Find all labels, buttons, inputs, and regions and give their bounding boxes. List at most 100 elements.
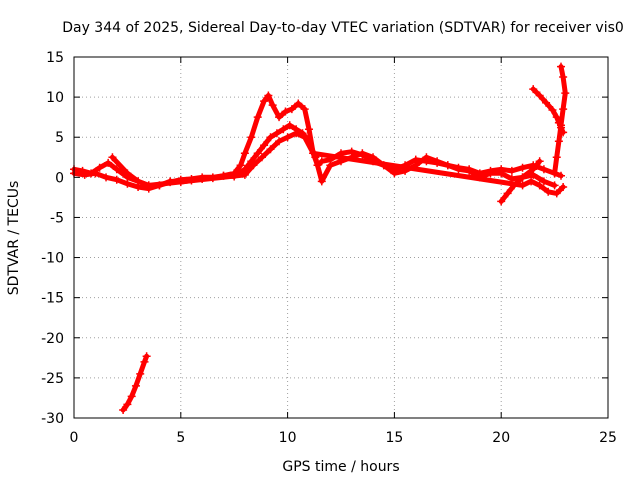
plot-frame — [73, 56, 609, 419]
x-tick-label: 5 — [176, 430, 185, 446]
data-point — [542, 98, 551, 107]
y-tick-label: -25 — [41, 371, 64, 387]
data-point — [550, 169, 559, 178]
data-point — [287, 105, 296, 114]
data-point — [112, 175, 121, 184]
series-trace-g — [119, 352, 151, 414]
data-point — [112, 165, 121, 174]
data-point — [548, 105, 557, 114]
y-axis-label: SDTVAR / TECUs — [6, 181, 22, 296]
data-point — [561, 89, 570, 98]
data-point — [119, 405, 128, 414]
data-point — [527, 177, 536, 186]
data-point — [266, 133, 275, 142]
data-point — [304, 125, 313, 134]
data-point — [557, 121, 566, 130]
data-point — [557, 62, 566, 71]
data-point — [253, 149, 262, 158]
data-point — [422, 153, 431, 162]
series-trace-c — [108, 129, 568, 198]
data-point — [443, 161, 452, 170]
y-tick-label: -15 — [41, 291, 64, 307]
x-tick-label: 0 — [70, 430, 79, 446]
data-point — [253, 113, 262, 122]
data-point — [557, 171, 566, 180]
data-point — [309, 149, 318, 158]
data-point — [559, 182, 568, 191]
data-point — [266, 145, 275, 154]
y-tick-label: 5 — [55, 130, 64, 146]
data-point — [454, 165, 463, 174]
grid — [74, 57, 608, 418]
x-tick-label: 25 — [599, 430, 617, 446]
data-point — [507, 166, 516, 175]
x-tick-label: 20 — [492, 430, 510, 446]
data-point — [503, 189, 512, 198]
series-trace-d — [497, 157, 544, 206]
data-point — [257, 153, 266, 162]
x-axis-label: GPS time / hours — [282, 459, 399, 475]
data-point — [140, 357, 149, 366]
data-point — [240, 149, 249, 158]
data-point — [123, 400, 132, 409]
data-point — [136, 369, 145, 378]
data-point — [529, 165, 538, 174]
data-point — [300, 105, 309, 114]
data-point — [535, 181, 544, 190]
data-point — [539, 165, 548, 174]
series-trace-f — [550, 62, 570, 178]
x-tick-label: 15 — [385, 430, 403, 446]
data-point — [535, 91, 544, 100]
data-point — [486, 169, 495, 178]
chart-title: Day 344 of 2025, Sidereal Day-to-day VTE… — [62, 20, 624, 36]
data-point — [535, 157, 544, 166]
data-point — [240, 170, 249, 179]
data-point — [433, 157, 442, 166]
y-tick-label: -10 — [41, 251, 64, 267]
series-line — [120, 353, 150, 413]
y-tick-label: 0 — [55, 170, 64, 186]
data-series — [70, 62, 570, 414]
data-point — [142, 352, 151, 361]
data-point — [550, 181, 559, 190]
data-point — [80, 170, 89, 179]
data-point — [264, 91, 273, 100]
data-point — [510, 181, 519, 190]
data-point — [102, 173, 111, 182]
data-point — [275, 137, 284, 146]
data-point — [518, 173, 527, 182]
data-point — [317, 177, 326, 186]
data-point — [539, 177, 548, 186]
data-point — [326, 161, 335, 170]
data-point — [518, 163, 527, 172]
data-point — [272, 129, 281, 138]
data-point — [300, 133, 309, 142]
axis-ticks: 0 5 10 15 20 25 -30 -25 -20 -15 -10 -5 0 5 10 15 — [41, 50, 617, 446]
data-point — [552, 189, 561, 198]
data-point — [559, 73, 568, 82]
data-point — [552, 153, 561, 162]
data-point — [127, 392, 136, 401]
data-point — [294, 99, 303, 108]
data-point — [544, 187, 553, 196]
data-point — [465, 166, 474, 175]
x-tick-label: 10 — [279, 430, 297, 446]
data-point — [131, 381, 140, 390]
data-point — [108, 153, 117, 162]
y-tick-label: 15 — [46, 50, 64, 66]
series-line — [498, 158, 543, 204]
y-tick-label: -5 — [50, 210, 64, 226]
data-point — [554, 137, 563, 146]
data-point — [390, 169, 399, 178]
data-point — [497, 169, 506, 178]
y-tick-label: -20 — [41, 331, 64, 347]
y-tick-label: -30 — [41, 411, 64, 427]
data-point — [518, 181, 527, 190]
data-point — [529, 85, 538, 94]
data-point — [283, 133, 292, 142]
data-point — [123, 169, 132, 178]
data-point — [247, 133, 256, 142]
data-point — [317, 157, 326, 166]
data-point — [144, 181, 153, 190]
